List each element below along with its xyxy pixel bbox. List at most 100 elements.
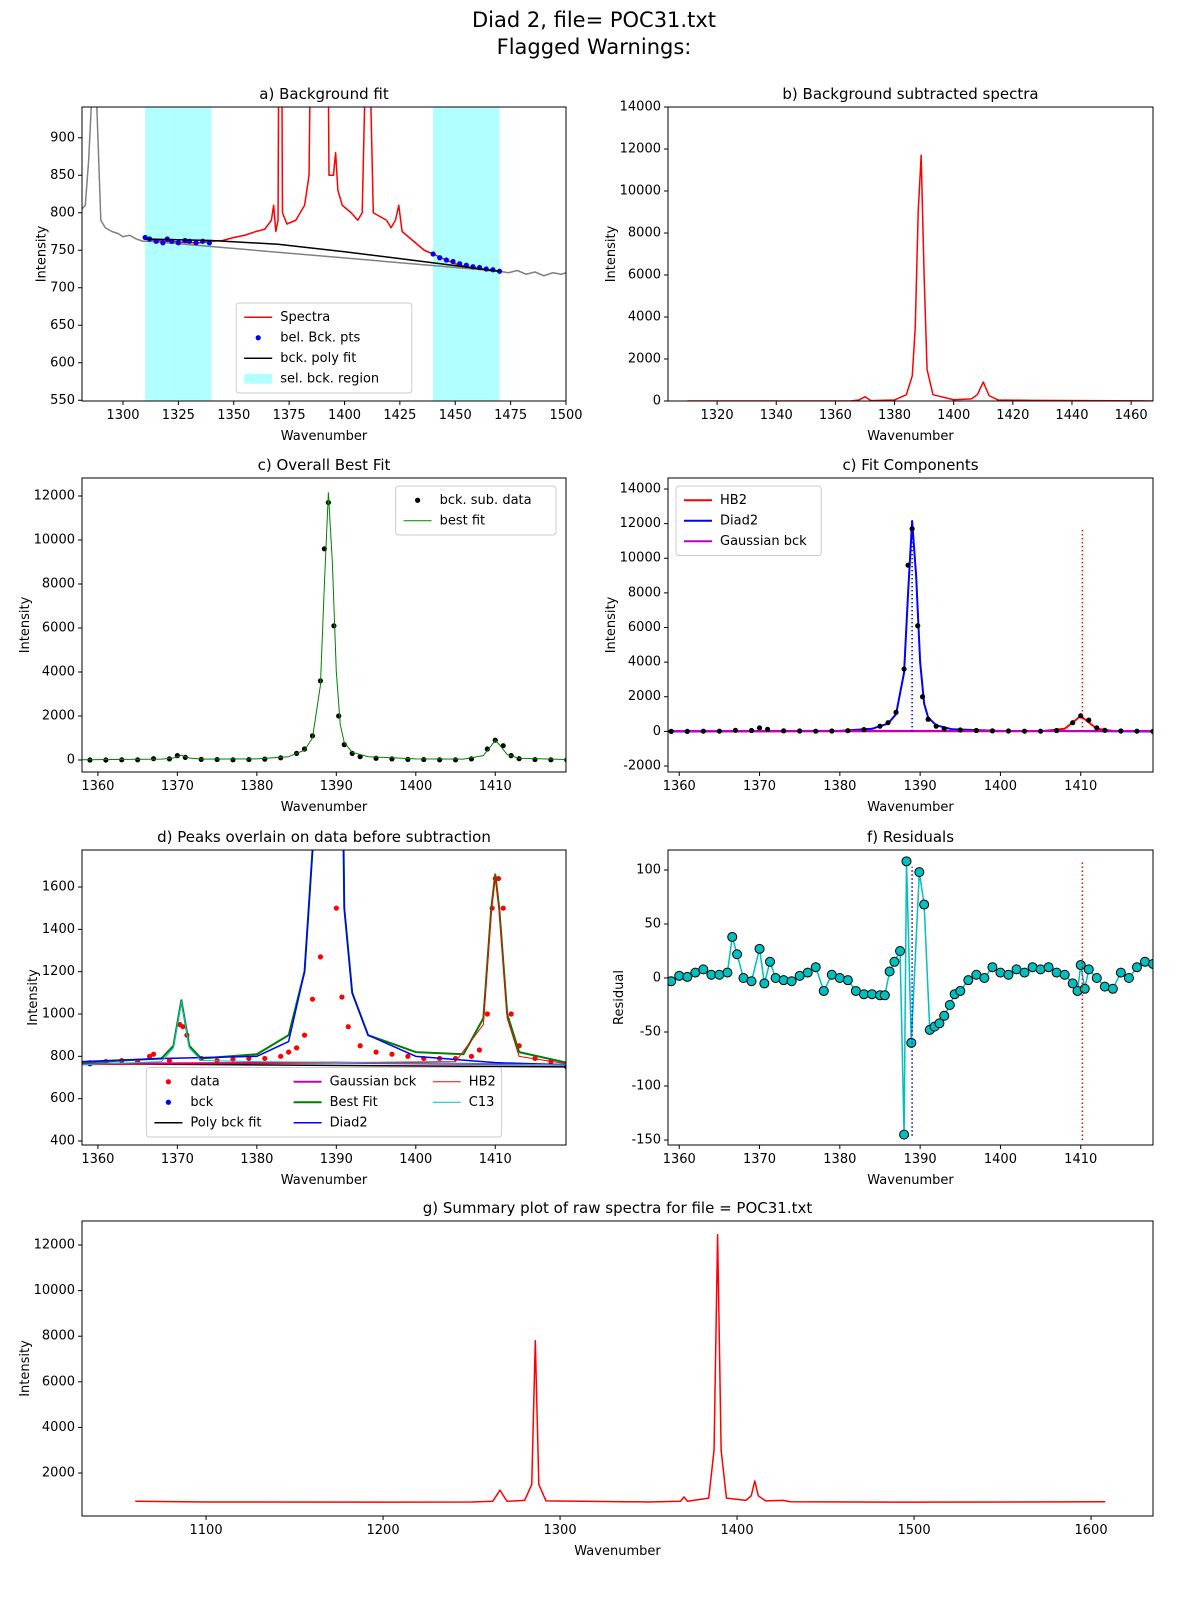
data-point [811,963,820,972]
data-point [907,1038,916,1047]
y-tick-label: 1200 [42,964,75,979]
data-point [733,950,742,959]
legend-handle [244,374,272,384]
data-point [358,1043,363,1048]
data-point [469,1054,474,1059]
x-tick-label: 1360 [81,1152,114,1167]
y-tick-label: 2000 [42,709,75,724]
data-point [877,724,882,729]
data-point [318,954,323,959]
y-tick-label: 700 [50,280,75,295]
legend-label: Gaussian bck [720,534,807,549]
y-tick-label: 12000 [34,1238,75,1253]
x-axis-label: Wavenumber [281,1173,368,1188]
data-point [958,727,963,732]
axes-title: a) Background fit [259,85,389,103]
legend-handle [166,1079,171,1084]
data-point [485,1011,490,1016]
y-tick-label: 100 [636,862,661,877]
x-tick-label: 1390 [320,779,353,794]
data-point [905,563,910,568]
x-tick-label: 1450 [439,408,472,423]
data-point [450,259,455,264]
x-tick-label: 1100 [190,1523,223,1538]
data-point [920,694,925,699]
data-point [1092,974,1101,983]
data-point [1094,725,1099,730]
x-tick-label: 1360 [663,779,696,794]
data-point [765,957,774,966]
x-tick-label: 1370 [743,1152,776,1167]
legend-label: Spectra [280,310,330,325]
data-point [1124,974,1133,983]
x-tick-label: 1400 [984,1152,1017,1167]
data-point [294,1045,299,1050]
y-tick-label: 10000 [34,532,75,547]
y-tick-label: 850 [50,168,75,183]
legend-handle [256,335,261,340]
legend-label: Gaussian bck [330,1074,417,1089]
data-point [1054,728,1059,733]
data-point [813,729,818,734]
data-point [843,976,852,985]
data-point [1070,720,1075,725]
x-tick-label: 1400 [328,408,361,423]
y-tick-label: 14000 [620,481,661,496]
y-tick-label: 2000 [42,1466,75,1481]
data-point [990,728,995,733]
data-point [1086,718,1091,723]
x-tick-label: 1380 [878,408,911,423]
y-tick-label: 800 [50,205,75,220]
y-tick-label: 0 [653,724,661,739]
y-axis-label: Intensity [604,596,619,653]
y-tick-label: 800 [50,1049,75,1064]
data-point [444,257,449,262]
data-point [915,623,920,628]
y-tick-label: 600 [50,1091,75,1106]
data-point [956,986,965,995]
data-point [1108,984,1117,993]
y-tick-label: 600 [50,355,75,370]
y-tick-label: 12000 [620,142,661,157]
data-point [755,944,764,953]
data-point [1044,963,1053,972]
data-point [845,728,850,733]
data-point [940,1011,949,1020]
data-point [1132,963,1141,972]
x-tick-label: 1600 [1075,1523,1108,1538]
data-point [885,967,894,976]
data-point [669,729,674,734]
data-point [920,900,929,909]
y-axis-label: Intensity [26,969,41,1026]
y-tick-label: 8000 [42,1329,75,1344]
data-point [1006,728,1011,733]
y-tick-label: 6000 [42,1374,75,1389]
data-point [1004,970,1013,979]
y-tick-label: 650 [50,318,75,333]
y-tick-label: 6000 [42,621,75,636]
x-tick-label: 1380 [823,1152,856,1167]
y-tick-label: 14000 [620,100,661,115]
data-point [1076,961,1085,970]
y-tick-label: -100 [631,1079,661,1094]
y-tick-label: 10000 [620,551,661,566]
data-point [880,991,889,1000]
legend-label: bck. poly fit [280,351,356,366]
legend-label: bck [190,1095,213,1110]
data-point [902,857,911,866]
legend-label: bck. sub. data [440,493,532,508]
y-tick-label: 4000 [628,310,661,325]
axes-title: f) Residuals [867,828,954,846]
x-tick-label: 1500 [549,408,582,423]
x-axis-label: Wavenumber [867,1173,954,1188]
x-tick-label: 1410 [479,779,512,794]
x-tick-label: 1410 [1064,779,1097,794]
data-point [900,1130,909,1139]
data-point [286,1049,291,1054]
y-tick-label: 1400 [42,922,75,937]
data-point [246,757,251,762]
x-tick-label: 1380 [240,1152,273,1167]
data-point [685,729,690,734]
